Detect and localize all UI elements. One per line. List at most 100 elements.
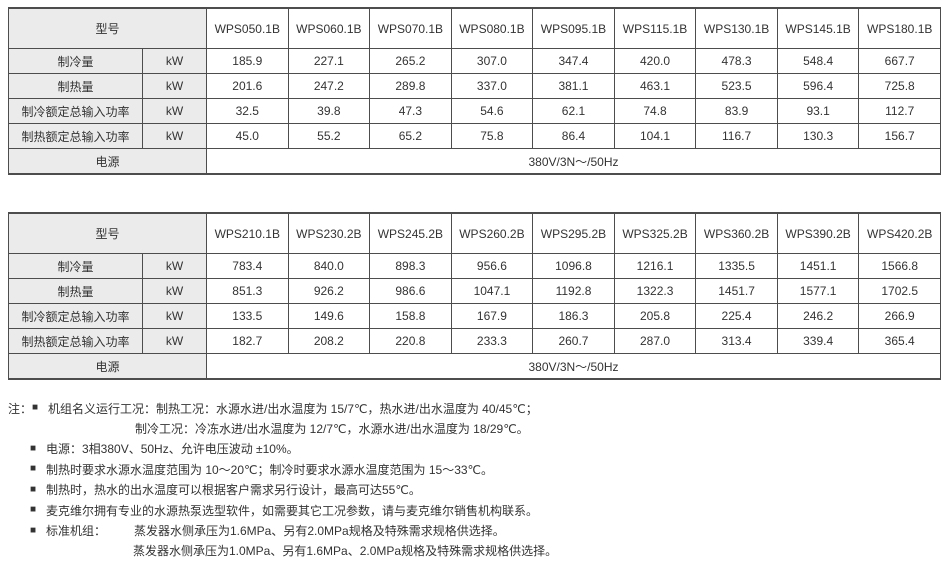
value-cell: 1047.1: [450, 278, 534, 304]
model-name: WPS230.2B: [287, 212, 371, 254]
model-name: WPS260.2B: [450, 212, 534, 254]
value-cell: 45.0: [206, 123, 289, 149]
value-cell: 74.8: [613, 98, 697, 124]
value-cell: 307.0: [450, 48, 534, 74]
value-cell: 1216.1: [613, 253, 697, 279]
value-cell: 233.3: [450, 328, 534, 354]
value-cell: 667.7: [858, 48, 941, 74]
row-label: 制热额定总输入功率: [8, 328, 143, 354]
table-row: 制冷量 kW 185.9 227.1 265.2 307.0 347.4 420.0 478.3…: [8, 48, 941, 74]
note-text: 蒸发器水侧承压为1.6MPa、另有2.0MPa规格及特殊需求规格供选择。: [134, 524, 505, 539]
row-unit: kW: [141, 98, 208, 124]
spec-table-2: 型号 WPS210.1B WPS230.2B WPS245.2B WPS260.2B WP…: [7, 212, 941, 380]
table-row: 制热量 kW 201.6 247.2 289.8 337.0 381.1 463.1 523.5…: [8, 73, 941, 99]
value-cell: 149.6: [287, 303, 371, 329]
table-row: 制冷额定总输入功率 kW 133.5 149.6 158.8 167.9 186.3 205.…: [8, 303, 941, 329]
row-unit: kW: [141, 303, 208, 329]
power-row: 电源 380V/3N～/50Hz: [7, 148, 941, 175]
value-cell: 347.4: [532, 48, 615, 74]
note-line: ■ 标准机组： 蒸发器水侧承压为1.6MPa、另有2.0MPa规格及特殊需求规格供选…: [8, 520, 557, 540]
note-text: 电源：3相380V、50Hz、允许电压波动 ±10%。: [46, 442, 299, 457]
value-cell: 220.8: [369, 328, 452, 354]
row-label: 制冷额定总输入功率: [8, 303, 143, 329]
value-cell: 986.6: [369, 278, 452, 304]
model-name: WPS180.1B: [858, 7, 941, 49]
value-cell: 39.8: [287, 98, 371, 124]
value-cell: 227.1: [287, 48, 371, 74]
power-value: 380V/3N～/50Hz: [206, 148, 941, 175]
value-cell: 289.8: [369, 73, 452, 99]
value-cell: 783.4: [206, 253, 289, 279]
value-cell: 201.6: [206, 73, 289, 99]
bullet-square-icon: ■: [30, 483, 37, 495]
value-cell: 54.6: [450, 98, 534, 124]
row-unit: kW: [141, 73, 208, 99]
value-cell: 725.8: [858, 73, 941, 99]
note-text: 制热时，热水的出水温度可以根据客户需求另行设计，最高可达55℃。: [46, 483, 421, 498]
note-line: 注： ■ 机组名义运行工况：制热工况：水源水进/出水温度为 15/7℃，热水进/出水…: [8, 398, 557, 418]
value-cell: 65.2: [369, 123, 452, 149]
value-cell: 47.3: [369, 98, 452, 124]
model-name: WPS060.1B: [287, 7, 371, 49]
note-text: 机组名义运行工况：制热工况：水源水进/出水温度为 15/7℃，热水进/出水温度为…: [48, 401, 538, 416]
value-cell: 247.2: [287, 73, 371, 99]
table-row: 制热量 kW 851.3 926.2 986.6 1047.1 1192.8 1322.3 14…: [8, 278, 941, 304]
model-header-label: 型号: [7, 212, 208, 254]
value-cell: 596.4: [776, 73, 860, 99]
note-text: 麦克维尔拥有专业的水源热泵选型软件，如需要其它工况参数，请与麦克维尔销售机构联系…: [46, 503, 539, 518]
power-label: 电源: [7, 353, 208, 380]
note-lead: 注：: [8, 401, 33, 416]
value-cell: 926.2: [287, 278, 371, 304]
value-cell: 83.9: [695, 98, 778, 124]
value-cell: 840.0: [287, 253, 371, 279]
table-row: 制冷额定总输入功率 kW 32.5 39.8 47.3 54.6 62.1 74.8 83.9 9…: [8, 98, 941, 124]
value-cell: 32.5: [206, 98, 289, 124]
value-cell: 246.2: [776, 303, 860, 329]
model-header-row: 型号 WPS050.1B WPS060.1B WPS070.1B WPS080.1B WP…: [7, 7, 941, 49]
model-header-label: 型号: [7, 7, 208, 49]
value-cell: 167.9: [450, 303, 534, 329]
model-name: WPS420.2B: [858, 212, 941, 254]
value-cell: 225.4: [695, 303, 778, 329]
bullet-square-icon: ■: [30, 463, 37, 475]
value-cell: 523.5: [695, 73, 778, 99]
value-cell: 130.3: [776, 123, 860, 149]
row-unit: kW: [141, 253, 208, 279]
model-name: WPS325.2B: [613, 212, 697, 254]
note-line: 蒸发器水侧承压为1.0MPa、另有1.6MPa、2.0MPa规格及特殊需求规格供…: [8, 541, 557, 561]
row-label: 制热额定总输入功率: [8, 123, 143, 149]
value-cell: 1577.1: [776, 278, 860, 304]
model-name: WPS210.1B: [206, 212, 289, 254]
note-line: 制冷工况：冷冻水进/出水温度为 12/7℃，水源水进/出水温度为 18/29℃。: [8, 418, 557, 438]
value-cell: 287.0: [613, 328, 697, 354]
bullet-square-icon: ■: [30, 524, 37, 536]
value-cell: 1451.7: [695, 278, 778, 304]
table-row: 制冷量 kW 783.4 840.0 898.3 956.6 1096.8 1216.1 133…: [8, 253, 941, 279]
value-cell: 266.9: [858, 303, 941, 329]
value-cell: 104.1: [613, 123, 697, 149]
value-cell: 182.7: [206, 328, 289, 354]
value-cell: 365.4: [858, 328, 941, 354]
value-cell: 1335.5: [695, 253, 778, 279]
value-cell: 93.1: [776, 98, 860, 124]
model-name: WPS095.1B: [532, 7, 615, 49]
value-cell: 186.3: [532, 303, 615, 329]
row-label: 制热量: [8, 73, 143, 99]
value-cell: 1702.5: [858, 278, 941, 304]
value-cell: 478.3: [695, 48, 778, 74]
note-line: ■ 制热时要求水源水温度范围为 10～20℃；制冷时要求水源水温度范围为 15～3…: [8, 459, 557, 479]
value-cell: 339.4: [776, 328, 860, 354]
value-cell: 62.1: [532, 98, 615, 124]
value-cell: 898.3: [369, 253, 452, 279]
bullet-square-icon: ■: [30, 442, 37, 454]
row-label: 制热量: [8, 278, 143, 304]
value-cell: 260.7: [532, 328, 615, 354]
value-cell: 851.3: [206, 278, 289, 304]
model-name: WPS050.1B: [206, 7, 289, 49]
value-cell: 112.7: [858, 98, 941, 124]
value-cell: 1451.1: [776, 253, 860, 279]
power-label: 电源: [7, 148, 208, 175]
value-cell: 1322.3: [613, 278, 697, 304]
row-label: 制冷量: [8, 48, 143, 74]
